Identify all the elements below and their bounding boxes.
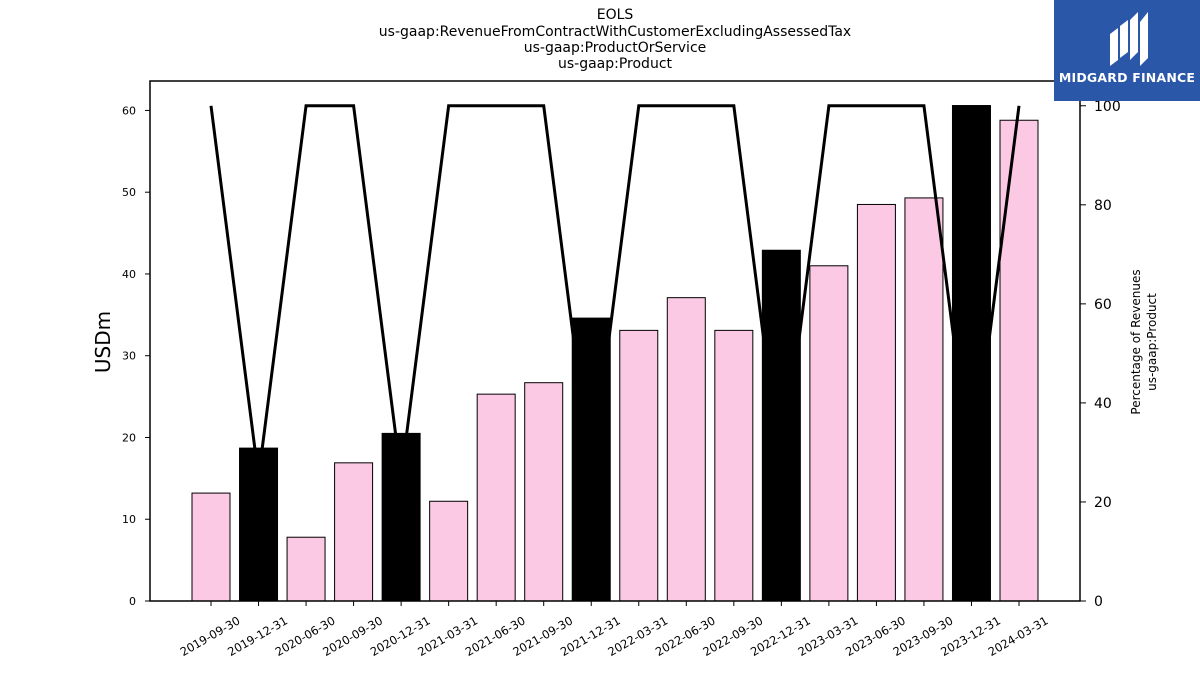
bar-2023-03-31	[809, 265, 849, 602]
y2-axis-label-line-2: us-gaap:Product	[1145, 293, 1159, 391]
percentage-line-group	[209, 104, 1021, 478]
bar-2020-09-30	[334, 462, 374, 602]
y2-tick-label-0: 0	[1094, 594, 1103, 610]
bar-2024-03-31	[999, 119, 1039, 602]
bar-2023-06-30	[856, 203, 896, 602]
bar-2020-12-31	[381, 432, 421, 602]
plot-frame	[149, 80, 1081, 602]
y2-tick-label-40: 40	[1094, 396, 1112, 412]
bar-2020-06-30	[286, 536, 326, 602]
bars-group	[191, 105, 1039, 602]
y-tick-label-20: 20	[122, 431, 136, 444]
y2-axis-label-line-1: Percentage of Revenues	[1129, 269, 1143, 414]
y2-tick-label-20: 20	[1094, 495, 1112, 511]
bar-2021-03-31	[429, 500, 469, 602]
y-tick-label-30: 30	[122, 350, 136, 363]
bar-2022-03-31	[619, 329, 659, 602]
chart-title-line-2: us-gaap:RevenueFromContractWithCustomerE…	[378, 24, 852, 40]
bar-2023-12-31	[951, 105, 991, 602]
y-tick-label-60: 60	[122, 104, 136, 117]
y-axis-label: USDm	[91, 311, 115, 373]
y2-tick-label-80: 80	[1094, 198, 1112, 214]
bar-2023-09-30	[904, 197, 944, 602]
y-tick-label-10: 10	[122, 513, 136, 526]
bar-2022-06-30	[666, 297, 706, 602]
logo-text: MIDGARD FINANCE	[1058, 70, 1196, 85]
midgard-finance-logo: MIDGARD FINANCE	[1054, 0, 1200, 101]
chart-title-line-4: us-gaap:Product	[557, 56, 673, 72]
bar-2021-09-30	[524, 382, 564, 602]
bar-2021-06-30	[476, 393, 516, 602]
y2-tick-label-100: 100	[1094, 99, 1121, 115]
bar-2021-12-31	[571, 317, 611, 602]
percentage-line	[209, 104, 1021, 478]
y2-tick-label-60: 60	[1094, 297, 1112, 313]
chart-title-line-3: us-gaap:ProductOrService	[523, 40, 707, 56]
y-tick-label-0: 0	[129, 595, 136, 608]
logo-mark-icon	[1110, 12, 1148, 66]
bar-2022-12-31	[761, 249, 801, 602]
bar-2019-09-30	[191, 492, 231, 602]
bar-2022-09-30	[714, 329, 754, 602]
chart-title-line-1: EOLS	[596, 7, 634, 23]
y-tick-label-40: 40	[122, 268, 136, 281]
y-tick-label-50: 50	[122, 186, 136, 199]
